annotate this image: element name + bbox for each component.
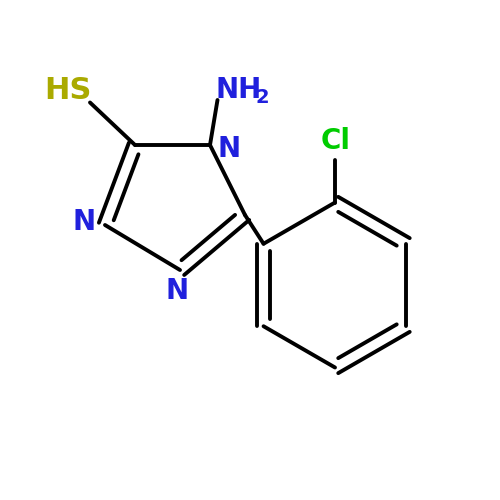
Text: 2: 2 [256, 88, 270, 107]
Text: N: N [166, 277, 189, 305]
Text: Cl: Cl [321, 127, 351, 155]
Text: HS: HS [44, 76, 91, 104]
Text: NH: NH [216, 76, 262, 104]
Text: N: N [72, 208, 96, 236]
Text: N: N [218, 135, 240, 163]
